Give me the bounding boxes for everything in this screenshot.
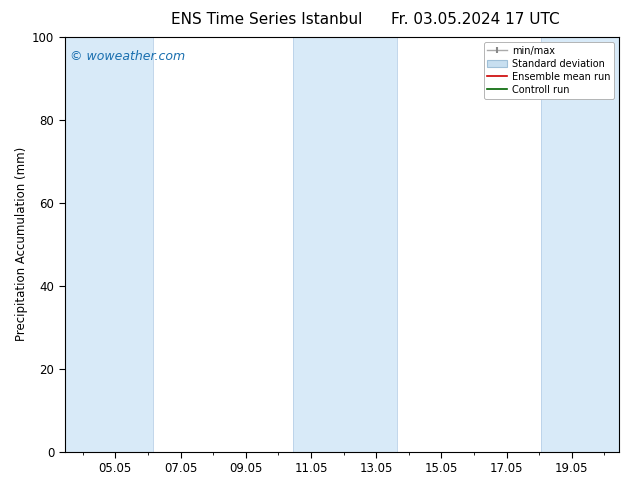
Y-axis label: Precipitation Accumulation (mm): Precipitation Accumulation (mm) <box>15 147 28 342</box>
Legend: min/max, Standard deviation, Ensemble mean run, Controll run: min/max, Standard deviation, Ensemble me… <box>484 42 614 98</box>
Text: ENS Time Series Istanbul: ENS Time Series Istanbul <box>171 12 362 27</box>
Text: Fr. 03.05.2024 17 UTC: Fr. 03.05.2024 17 UTC <box>391 12 560 27</box>
Text: © woweather.com: © woweather.com <box>70 49 186 63</box>
Bar <box>65 37 153 452</box>
Bar <box>293 37 398 452</box>
Bar <box>541 37 619 452</box>
